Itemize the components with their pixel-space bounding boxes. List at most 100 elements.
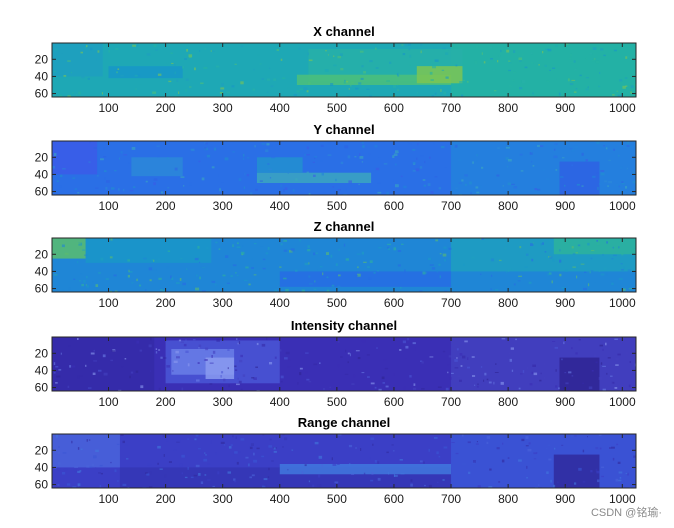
heatmap-speckle xyxy=(444,167,447,169)
heatmap-speckle xyxy=(442,479,445,481)
heatmap-region xyxy=(451,337,636,391)
heatmap-speckle xyxy=(227,349,230,351)
heatmap-speckle xyxy=(338,248,340,251)
heatmap-speckle xyxy=(484,372,487,376)
heatmap-speckle xyxy=(571,79,576,81)
heatmap-speckle xyxy=(571,149,575,152)
heatmap-speckle xyxy=(490,148,492,150)
heatmap-speckle xyxy=(228,446,232,449)
heatmap-speckle xyxy=(67,95,71,97)
heatmap-speckle xyxy=(273,447,276,450)
heatmap-speckle xyxy=(415,347,416,351)
y-tick-label: 60 xyxy=(35,87,49,101)
heatmap-speckle xyxy=(155,351,158,354)
heatmap-speckle xyxy=(280,184,282,188)
heatmap-speckle xyxy=(160,44,165,48)
heatmap-speckle xyxy=(572,253,576,255)
heatmap-speckle xyxy=(228,384,230,388)
heatmap-speckle xyxy=(301,471,304,474)
heatmap-speckle xyxy=(422,271,426,275)
heatmap-speckle xyxy=(505,271,508,273)
heatmap-speckle xyxy=(131,282,134,284)
heatmap-speckle xyxy=(68,345,71,347)
heatmap-speckle xyxy=(312,484,315,488)
heatmap-speckle xyxy=(373,272,376,274)
heatmap-speckle xyxy=(410,483,413,487)
heatmap-speckle xyxy=(72,177,76,179)
heatmap-speckle xyxy=(618,246,620,249)
heatmap-speckle xyxy=(350,81,354,84)
heatmap-speckle xyxy=(211,166,215,169)
heatmap-speckle xyxy=(359,156,364,159)
heatmap-region xyxy=(52,337,155,391)
heatmap-speckle xyxy=(185,88,187,92)
heatmap-speckle xyxy=(105,278,109,280)
heatmap-speckle xyxy=(140,385,144,389)
x-tick-label: 300 xyxy=(213,492,233,506)
heatmap-speckle xyxy=(53,274,58,276)
heatmap-speckle xyxy=(74,188,78,190)
heatmap-speckle xyxy=(357,357,361,360)
heatmap-speckle xyxy=(386,80,390,82)
heatmap-speckle xyxy=(590,470,593,473)
heatmap-speckle xyxy=(195,464,200,468)
heatmap-speckle xyxy=(118,188,120,191)
subplot-title: X channel xyxy=(313,24,374,39)
heatmap-speckle xyxy=(348,180,352,184)
heatmap-speckle xyxy=(204,48,206,50)
heatmap-speckle xyxy=(470,192,472,194)
subplot-5: Range channel 100 200 300 400 500 600 700 800 900… xyxy=(35,415,637,506)
heatmap-speckle xyxy=(612,457,615,461)
heatmap-speckle xyxy=(480,238,482,240)
heatmap-speckle xyxy=(256,447,260,450)
heatmap-speckle xyxy=(162,435,165,437)
heatmap-speckle xyxy=(397,250,402,252)
heatmap-speckle xyxy=(571,246,574,249)
heatmap-speckle xyxy=(508,69,511,72)
heatmap-speckle xyxy=(67,60,71,62)
heatmap-speckle xyxy=(274,356,277,359)
heatmap-speckle xyxy=(67,385,70,388)
heatmap-speckle xyxy=(135,87,137,91)
heatmap-speckle xyxy=(174,63,176,66)
heatmap-speckle xyxy=(298,47,301,50)
heatmap-speckle xyxy=(615,364,619,366)
heatmap-speckle xyxy=(225,255,229,258)
heatmap-speckle xyxy=(198,160,201,163)
heatmap-speckle xyxy=(157,73,162,76)
heatmap-speckle xyxy=(531,160,533,163)
heatmap-speckle xyxy=(442,47,446,50)
heatmap-speckle xyxy=(434,176,438,178)
heatmap-speckle xyxy=(576,275,578,279)
heatmap-speckle xyxy=(248,283,251,286)
heatmap-speckle xyxy=(403,193,407,195)
heatmap-speckle xyxy=(443,246,447,249)
heatmap-speckle xyxy=(110,238,113,241)
heatmap-speckle xyxy=(546,471,549,474)
heatmap-speckle xyxy=(554,143,558,145)
heatmap-speckle xyxy=(242,157,245,160)
heatmap-speckle xyxy=(423,461,425,464)
heatmap-speckle xyxy=(238,341,241,344)
heatmap-speckle xyxy=(152,91,157,94)
heatmap-speckle xyxy=(73,278,76,280)
heatmap-speckle xyxy=(335,178,337,182)
heatmap-speckle xyxy=(361,251,364,255)
heatmap-speckle xyxy=(408,43,411,46)
heatmap-speckle xyxy=(95,449,99,452)
heatmap-speckle xyxy=(262,434,265,436)
heatmap-speckle xyxy=(308,480,311,483)
heatmap-speckle xyxy=(590,257,593,260)
heatmap-speckle xyxy=(524,266,528,268)
heatmap-speckle xyxy=(448,355,453,358)
heatmap-speckle xyxy=(322,272,324,276)
heatmap-speckle xyxy=(153,259,155,262)
heatmap-speckle xyxy=(308,484,312,486)
heatmap-speckle xyxy=(60,174,63,178)
heatmap-speckle xyxy=(174,167,178,171)
heatmap-speckle xyxy=(576,183,580,186)
heatmap-speckle xyxy=(370,479,374,482)
heatmap-speckle xyxy=(261,455,265,458)
heatmap-speckle xyxy=(558,387,560,390)
heatmap-speckle xyxy=(438,455,441,458)
